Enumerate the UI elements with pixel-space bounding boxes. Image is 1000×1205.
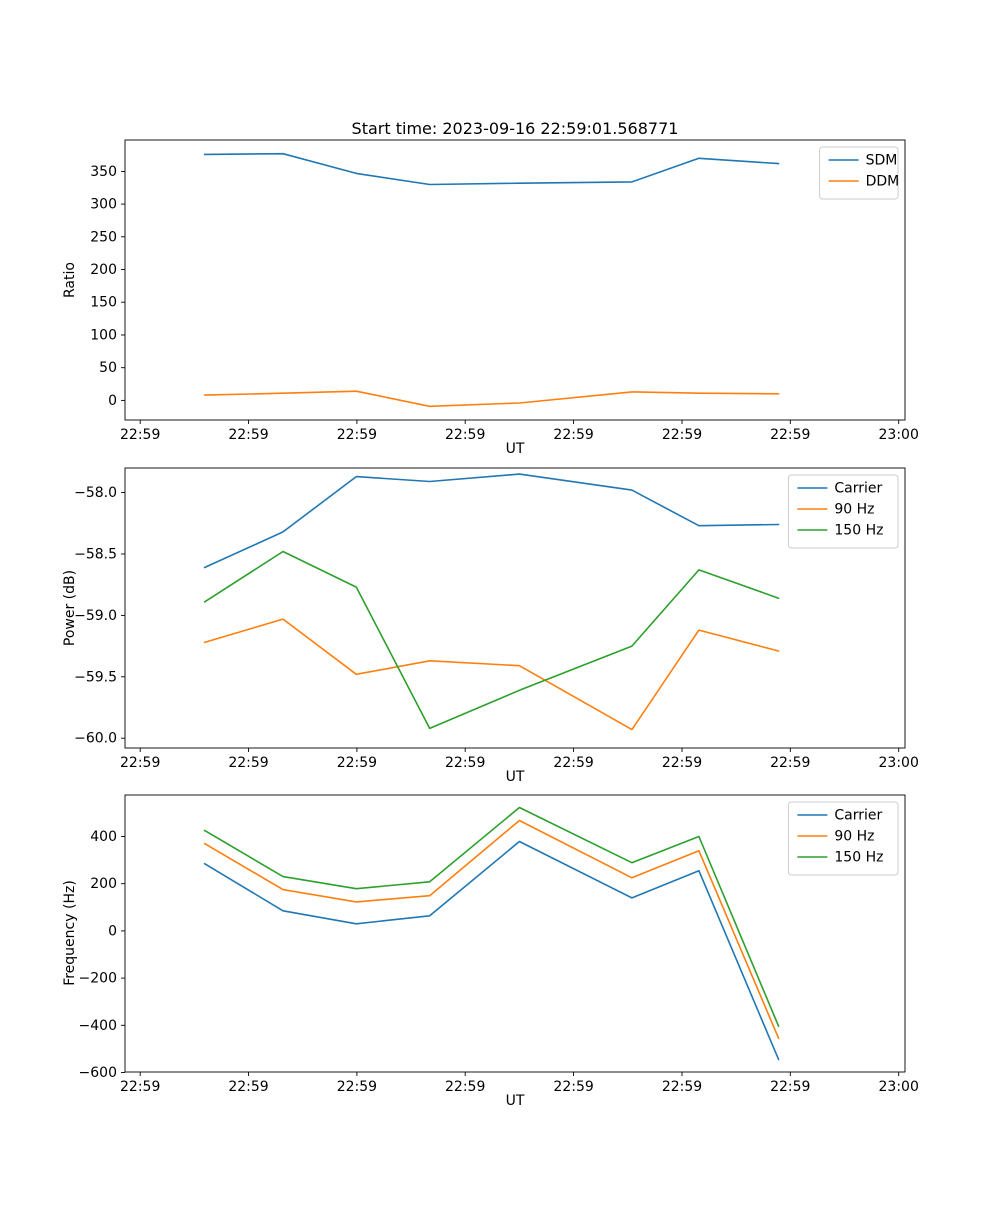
x-tick-label: 22:59 <box>337 427 377 443</box>
series-line-150-hz <box>203 806 780 1027</box>
y-tick-label: 100 <box>90 328 117 344</box>
x-tick-label: 22:59 <box>120 1079 160 1095</box>
x-tick-label: 22:59 <box>337 755 377 771</box>
legend-label-carrier: Carrier <box>834 808 882 824</box>
series-line-150-hz <box>203 550 780 730</box>
y-tick-label: 0 <box>108 393 117 409</box>
y-tick-label: −59.0 <box>74 608 117 624</box>
y-tick-label: −400 <box>79 1018 117 1034</box>
legend-label-sdm: SDM <box>866 153 898 169</box>
y-tick-label: −60.0 <box>74 731 117 747</box>
xlabel-frequency: UT <box>506 1093 525 1109</box>
y-tick-label: −600 <box>79 1065 117 1081</box>
x-tick-label: 22:59 <box>770 1079 810 1095</box>
x-tick-label: 22:59 <box>228 755 268 771</box>
x-tick-label: 22:59 <box>662 755 702 771</box>
x-tick-label: 22:59 <box>553 755 593 771</box>
legend-label-carrier: Carrier <box>834 481 882 497</box>
series-line-carrier <box>203 473 780 569</box>
legend-label-150-hz: 150 Hz <box>834 523 883 539</box>
y-tick-label: −58.5 <box>74 547 117 563</box>
legend-label-90-hz: 90 Hz <box>834 502 874 518</box>
ylabel-frequency: Frequency (Hz) <box>62 880 78 986</box>
x-tick-label: 22:59 <box>553 1079 593 1095</box>
x-tick-label: 22:59 <box>228 427 268 443</box>
y-tick-label: −58.0 <box>74 485 117 501</box>
y-tick-label: 0 <box>108 923 117 939</box>
x-tick-label: 22:59 <box>662 1079 702 1095</box>
chart-ratio: 22:59 22:59 22:59 22:59 22:59 22:59 22:59 23:00… <box>90 139 919 443</box>
y-tick-label: 300 <box>90 197 117 213</box>
x-tick-label: 22:59 <box>770 755 810 771</box>
y-tick-label: 400 <box>90 829 117 845</box>
x-tick-label: 22:59 <box>770 427 810 443</box>
x-tick-label: 23:00 <box>879 427 919 443</box>
y-tick-label: 250 <box>90 229 117 245</box>
plot-frame <box>124 139 906 421</box>
series-line-90-hz <box>203 618 780 731</box>
x-tick-label: 22:59 <box>445 755 485 771</box>
legend-label-90-hz: 90 Hz <box>834 829 874 845</box>
chart-frequency: 22:59 22:59 22:59 22:59 22:59 22:59 22:59 23:00… <box>79 794 919 1095</box>
plot-frame <box>124 467 906 749</box>
x-tick-label: 23:00 <box>879 755 919 771</box>
series-line-90-hz <box>203 819 780 1040</box>
chart-power: 22:59 22:59 22:59 22:59 22:59 22:59 22:59 23:00… <box>74 467 919 771</box>
x-tick-label: 22:59 <box>228 1079 268 1095</box>
x-tick-label: 22:59 <box>445 1079 485 1095</box>
y-tick-label: −200 <box>79 971 117 987</box>
x-tick-label: 22:59 <box>445 427 485 443</box>
series-line-carrier <box>203 840 780 1061</box>
y-tick-label: 200 <box>90 262 117 278</box>
series-line-ddm <box>203 390 780 408</box>
x-tick-label: 22:59 <box>120 755 160 771</box>
y-tick-label: 350 <box>90 164 117 180</box>
x-tick-label: 23:00 <box>879 1079 919 1095</box>
x-tick-label: 22:59 <box>337 1079 377 1095</box>
legend-label-150-hz: 150 Hz <box>834 850 883 866</box>
ylabel-ratio: Ratio <box>62 262 78 298</box>
legend-label-ddm: DDM <box>866 174 900 190</box>
x-tick-label: 22:59 <box>120 427 160 443</box>
plot-frame <box>124 794 906 1073</box>
series-line-sdm <box>203 152 780 186</box>
y-tick-label: 150 <box>90 295 117 311</box>
xlabel-power: UT <box>506 769 525 785</box>
xlabel-ratio: UT <box>506 441 525 457</box>
figure-title: Start time: 2023-09-16 22:59:01.568771 <box>352 119 679 138</box>
ylabel-power: Power (dB) <box>62 570 78 646</box>
x-tick-label: 22:59 <box>662 427 702 443</box>
y-tick-label: 200 <box>90 876 117 892</box>
y-tick-label: −59.5 <box>74 669 117 685</box>
x-tick-label: 22:59 <box>553 427 593 443</box>
y-tick-label: 50 <box>99 360 117 376</box>
